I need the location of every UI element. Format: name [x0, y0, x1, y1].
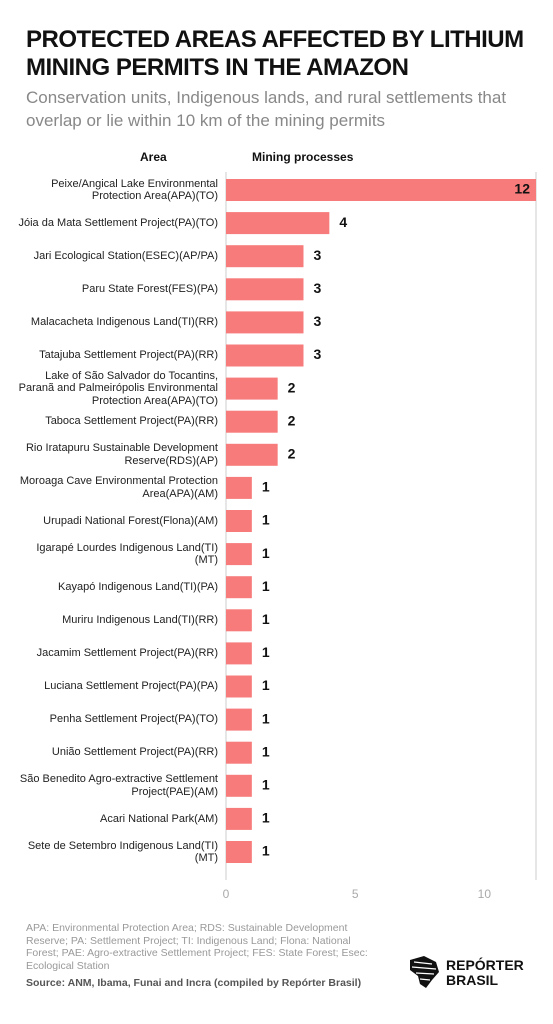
y-tick-label: Peixe/Angical Lake Environmental Protect… [51, 177, 218, 203]
y-tick-label: Sete de Setembro Indigenous Land(TI)(MT) [27, 839, 218, 865]
bar [226, 807, 252, 830]
subtitle: Conservation units, Indigenous lands, an… [26, 88, 507, 130]
y-tick-label: Paru State Forest(FES)(PA) [81, 283, 218, 296]
bar [226, 311, 304, 334]
bar [226, 642, 252, 665]
bar [226, 609, 252, 632]
y-tick-label: Jacamim Settlement Project(PA)(RR) [36, 647, 218, 660]
bar [226, 774, 252, 797]
value-label: 3 [314, 247, 322, 263]
y-tick-label: Penha Settlement Project(PA)(TO) [49, 713, 218, 726]
bar [226, 708, 252, 731]
logo-line: BRASIL [446, 972, 499, 988]
y-tick-label: Acari National Park(AM) [100, 812, 218, 825]
bar [226, 410, 278, 433]
y-tick-label: União Settlement Project(PA)(RR) [51, 746, 218, 759]
value-label: 1 [262, 545, 270, 561]
bar [226, 245, 304, 268]
y-tick-label: Moroaga Cave Environmental Protection Ar… [19, 475, 218, 500]
value-label: 12 [514, 181, 530, 197]
bar [226, 377, 278, 400]
y-tick-label: Malacacheta Indigenous Land(TI)(RR) [30, 316, 218, 329]
value-label: 3 [314, 346, 322, 362]
x-label: Mining processes [252, 150, 354, 164]
value-label: 2 [288, 379, 296, 395]
footnote: APA: Environmental Protection Area; RDS:… [26, 922, 368, 972]
bar [226, 741, 252, 764]
value-label: 1 [262, 677, 270, 693]
y-label: Area [140, 150, 167, 164]
value-label: 1 [262, 743, 270, 759]
bar [226, 212, 330, 235]
value-label: 1 [262, 843, 270, 859]
title: PROTECTED AREAS AFFECTED BY LITHIUM MINI… [26, 26, 524, 81]
bar [226, 510, 252, 532]
value-label: 1 [262, 479, 270, 495]
bar [226, 576, 252, 599]
logo-text: REPÓRTER BRASIL [446, 958, 524, 988]
y-tick-label: Rio Iratapuru Sustainable Development Re… [25, 442, 218, 467]
bar [226, 344, 304, 367]
bar [226, 841, 252, 863]
bar [226, 179, 536, 201]
value-label: 4 [339, 214, 347, 230]
y-tick-label: Tatajuba Settlement Project(PA)(RR) [39, 349, 218, 362]
y-tick-label: São Benedito Agro-extractive Settlement … [19, 773, 218, 798]
x-tick-label: 0 [223, 887, 230, 901]
bar [226, 476, 252, 499]
value-label: 1 [262, 611, 270, 627]
y-tick-label: Jari Ecological Station(ESEC)(AP/PA) [33, 249, 218, 262]
y-tick-label: Luciana Settlement Project(PA)(PA) [44, 680, 218, 693]
value-label: 3 [314, 313, 322, 329]
x-tick-label: 10 [478, 887, 492, 901]
value-label: 1 [262, 644, 270, 660]
y-tick-label: Taboca Settlement Project(PA)(RR) [45, 415, 218, 428]
x-tick-label: 5 [352, 887, 359, 901]
y-tick-label: Kayapó Indigenous Land(TI)(PA) [58, 580, 218, 593]
y-tick-label: Muriru Indigenous Land(TI)(RR) [62, 614, 218, 627]
y-tick-label: Lake of São Salvador do Tocantins, Paran… [18, 369, 218, 407]
value-label: 3 [314, 280, 322, 296]
value-label: 1 [262, 777, 270, 793]
source: Source: ANM, Ibama, Funai and Incra (com… [26, 977, 362, 989]
logo-line: REPÓRTER [446, 957, 524, 973]
value-label: 2 [288, 412, 296, 428]
value-label: 1 [262, 578, 270, 594]
bar [226, 443, 278, 466]
bar [226, 278, 304, 301]
value-label: 1 [262, 810, 270, 826]
value-label: 1 [262, 512, 270, 528]
y-tick-label: Igarapé Lourdes Indigenous Land(TI)(MT) [36, 541, 218, 567]
bar [226, 543, 252, 566]
logo-icon [410, 956, 439, 988]
value-label: 1 [262, 710, 270, 726]
bar [226, 675, 252, 698]
y-tick-label: Jóia da Mata Settlement Project(PA)(TO) [18, 216, 219, 229]
y-tick-label: Urupadi National Forest(Flona)(AM) [43, 514, 218, 527]
value-label: 2 [288, 446, 296, 462]
